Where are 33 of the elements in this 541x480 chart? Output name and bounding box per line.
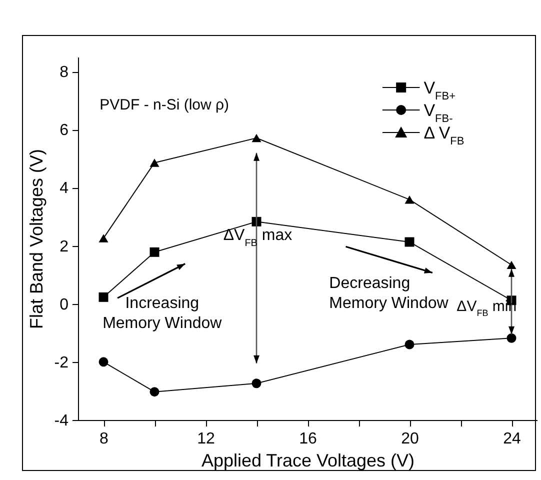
x-tick-label: 20 — [401, 430, 419, 448]
point — [150, 247, 160, 257]
point — [98, 357, 108, 367]
y-tick-label: 0 — [60, 296, 69, 314]
legend-label: V$_{FB-}$ — [424, 100, 454, 125]
point — [252, 378, 262, 388]
point — [404, 237, 414, 247]
point — [404, 195, 414, 204]
x-tick-label: 12 — [197, 430, 215, 448]
point — [98, 234, 108, 242]
y-axis-title: Flat Band Voltages (V) — [26, 148, 46, 330]
point — [150, 387, 160, 397]
x-axis-title: Applied Trace Voltages (V) — [201, 450, 415, 470]
y-tick-label: 6 — [60, 122, 69, 140]
y-tick-label: -2 — [54, 354, 69, 372]
annotation: Decreasing Memory Window — [329, 274, 449, 312]
annotation: PVDF - n-Si (low ρ) — [100, 96, 230, 114]
y-tick-label: 2 — [60, 238, 69, 256]
x-tick-label: 8 — [100, 430, 109, 448]
annotation: Increasing Memory Window — [102, 295, 222, 332]
point — [404, 340, 414, 350]
x-tick-label: 24 — [503, 430, 521, 448]
point — [506, 260, 516, 270]
y-tick-label: -4 — [54, 412, 69, 430]
legend-label: V$_{FB+}$ — [424, 78, 456, 102]
x-tick-label: 16 — [299, 430, 317, 448]
y-tick-label: 4 — [60, 180, 69, 198]
point — [150, 158, 160, 167]
point — [506, 333, 516, 343]
point — [252, 134, 262, 142]
legend-label: Δ V$_{FB}$ — [424, 123, 464, 148]
point — [98, 292, 108, 302]
y-tick-label: 8 — [60, 64, 69, 82]
